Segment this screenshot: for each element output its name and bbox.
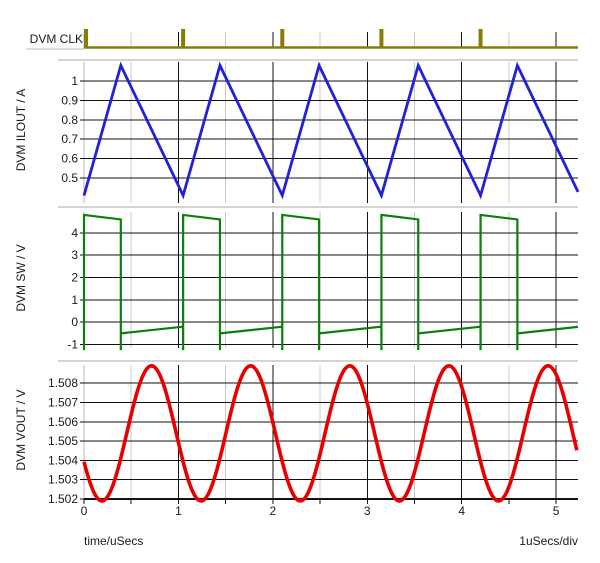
clk-pulse[interactable] — [84, 29, 88, 49]
clk-pulse[interactable] — [280, 29, 285, 49]
y-tick-label: 0.9 — [61, 93, 78, 107]
x-tick-label: 0 — [81, 504, 88, 518]
y-tick-label: 1 — [71, 293, 78, 307]
x-axis-title: time/uSecs — [84, 534, 143, 548]
tick-labels: 1 0.9 0.8 0.7 0.6 0.5 4 3 2 1 0 -1 1.508 1.507 1.506 1.… — [48, 74, 560, 518]
sw-waveform[interactable] — [82, 213, 579, 351]
clk-pulse[interactable] — [478, 29, 483, 49]
y-tick-label: 0.5 — [61, 171, 78, 185]
y-tick-label: 1 — [71, 74, 78, 88]
y-tick-label: 1.507 — [48, 396, 78, 410]
y-tick-label: 2 — [71, 271, 78, 285]
y-tick-label: 1.503 — [48, 473, 78, 487]
ilout-axis-label: DVM ILOUT / A — [14, 89, 28, 171]
vout-axis-label: DVM VOUT / V — [14, 389, 28, 470]
y-tick-label: 1.504 — [48, 453, 78, 467]
y-tick-label: 0.8 — [61, 113, 78, 127]
y-tick-label: 3 — [71, 248, 78, 262]
y-tick-label: 0 — [71, 315, 78, 329]
vout-waveform[interactable] — [82, 364, 579, 503]
y-tick-label: -1 — [67, 338, 78, 352]
x-scale-per-div-label: 1uSecs/div — [519, 534, 578, 548]
x-tick-label: 4 — [458, 504, 465, 518]
y-tick-label: 1.506 — [48, 415, 78, 429]
clk-trace-label: DVM CLK — [30, 32, 83, 46]
y-tick-label: 1.505 — [48, 434, 78, 448]
y-tick-label: 1.502 — [48, 492, 78, 506]
x-tick-label: 1 — [175, 504, 182, 518]
x-tick-label: 5 — [553, 504, 560, 518]
y-tick-label: 1.508 — [48, 376, 78, 390]
y-tick-label: 4 — [71, 226, 78, 240]
sw-axis-label: DVM SW / V — [14, 244, 28, 311]
x-tick-label: 3 — [364, 504, 371, 518]
wave-layer[interactable] — [82, 29, 580, 503]
ilout-waveform[interactable] — [82, 61, 580, 200]
clk-pulse[interactable] — [181, 29, 186, 49]
x-tick-label: 2 — [269, 504, 276, 518]
y-tick-label: 0.6 — [61, 152, 78, 166]
y-tick-label: 0.7 — [61, 132, 78, 146]
clk-pulse[interactable] — [379, 29, 384, 49]
